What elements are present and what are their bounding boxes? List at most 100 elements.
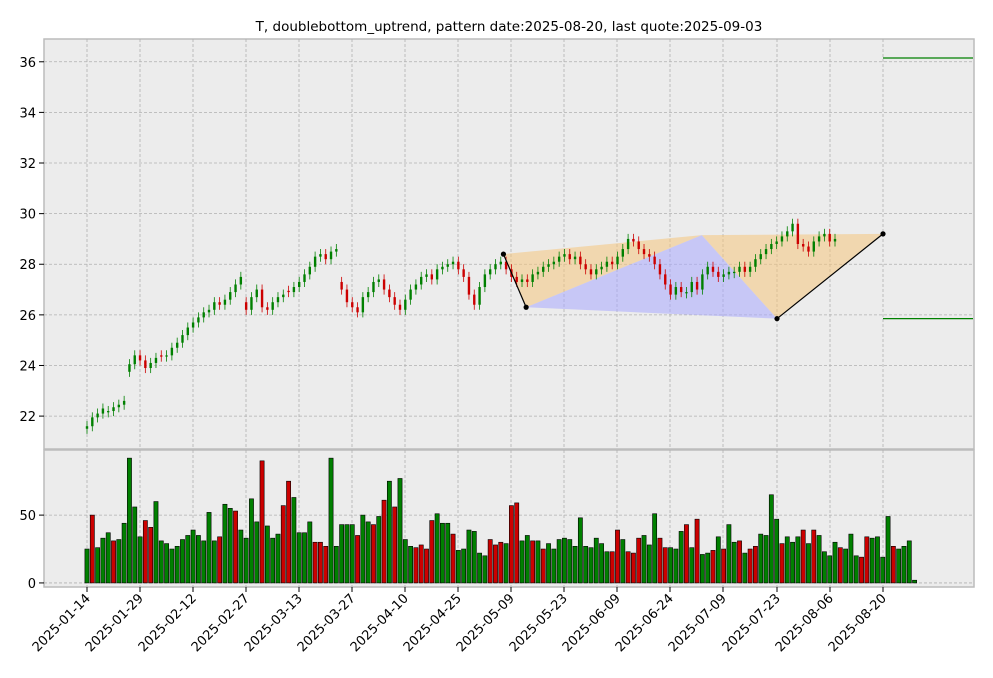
volume-bar xyxy=(853,555,859,584)
volume-bar xyxy=(609,551,615,584)
candle-body xyxy=(234,284,237,293)
volume-bar xyxy=(312,541,318,584)
volume-bar xyxy=(848,533,854,584)
volume-bar xyxy=(137,536,143,584)
volume-bar xyxy=(641,535,647,584)
volume-bar xyxy=(657,537,663,584)
volume-bar xyxy=(869,537,875,584)
candle-body xyxy=(600,266,603,270)
pattern-point xyxy=(880,231,886,237)
candle-body xyxy=(754,259,757,267)
candle-body xyxy=(276,297,280,303)
candle-body xyxy=(801,244,805,247)
candle-body xyxy=(398,304,402,310)
candle-body xyxy=(451,261,455,265)
candle-body xyxy=(271,302,274,310)
volume-bar xyxy=(264,525,270,584)
volume-bar xyxy=(482,555,488,584)
candle-body xyxy=(706,266,709,275)
candle-body xyxy=(414,284,418,290)
candle-body xyxy=(303,274,306,282)
candle-body xyxy=(154,357,158,363)
volume-bar xyxy=(116,539,122,584)
pattern-line-right xyxy=(776,233,884,320)
volume-bar xyxy=(105,532,111,584)
volume-bar xyxy=(132,506,138,584)
candle-body xyxy=(770,244,773,250)
candle-body xyxy=(91,417,94,427)
candle-body xyxy=(733,271,736,274)
candle-body xyxy=(542,266,545,272)
volume-bar xyxy=(402,539,408,584)
candle-body xyxy=(467,276,471,295)
volume-bar xyxy=(843,548,849,584)
candle-body xyxy=(191,322,195,328)
volume-bar xyxy=(599,543,604,584)
candle-body xyxy=(361,297,365,313)
volume-bar xyxy=(731,541,737,584)
volume-bar xyxy=(360,514,366,584)
candle-body xyxy=(138,355,142,361)
volume-bar xyxy=(180,539,185,584)
candle-body xyxy=(722,274,725,277)
volume-bar xyxy=(668,547,673,584)
candle-body xyxy=(552,261,556,265)
candle-body xyxy=(605,261,609,267)
candle-body xyxy=(107,411,110,413)
volume-bars xyxy=(84,457,917,584)
volume-bar xyxy=(270,537,276,584)
candle-body xyxy=(515,276,518,282)
candle-body xyxy=(324,254,327,260)
volume-bar xyxy=(280,505,286,584)
volume-bar xyxy=(556,539,562,584)
volume-bar xyxy=(84,548,90,584)
volume-bar xyxy=(158,540,164,584)
candle-body xyxy=(122,400,126,405)
volume-bar xyxy=(477,552,482,584)
volume-bar xyxy=(466,529,472,584)
volume-bar xyxy=(795,536,801,584)
candle-body xyxy=(282,294,285,298)
volume-bar xyxy=(620,539,626,584)
candle-body xyxy=(791,223,794,232)
pattern-line-left xyxy=(502,253,527,308)
volume-y-tick-label: 50 xyxy=(19,509,36,524)
volume-bar xyxy=(530,540,536,584)
candle-body xyxy=(255,289,258,298)
candle-body xyxy=(547,264,550,267)
candle-body xyxy=(473,294,476,305)
volume-bar xyxy=(238,529,244,584)
volume-bar xyxy=(742,552,748,584)
volume-bar xyxy=(185,535,191,584)
volume-bar xyxy=(524,535,530,584)
volume-bar xyxy=(339,524,345,584)
candle-body xyxy=(335,249,338,252)
volume-bar xyxy=(493,544,498,584)
candle-body xyxy=(775,241,778,244)
volume-bar xyxy=(164,543,169,584)
candle-body xyxy=(313,256,317,267)
volume-bar xyxy=(790,541,795,584)
volume-bar xyxy=(880,556,886,584)
volume-bar xyxy=(737,540,742,584)
volume-bar xyxy=(254,521,260,584)
price-y-tick-label: 26 xyxy=(19,309,36,324)
volume-bar xyxy=(227,508,233,584)
volume-bar xyxy=(461,548,467,584)
volume-bar xyxy=(217,536,223,584)
volume-bar xyxy=(593,537,599,584)
candle-body xyxy=(144,360,147,369)
volume-bar xyxy=(726,524,732,584)
volume-bar xyxy=(371,524,376,584)
candle-body xyxy=(186,327,189,336)
volume-bar xyxy=(296,532,302,584)
volume-bar xyxy=(328,457,334,584)
candle-body xyxy=(260,289,264,308)
pattern-right-band xyxy=(701,233,883,319)
candle-body xyxy=(520,279,524,282)
price-y-tick-label: 30 xyxy=(19,208,36,223)
candle-body xyxy=(748,266,752,272)
volume-bar xyxy=(753,546,758,584)
candle-body xyxy=(610,261,614,265)
volume-bar xyxy=(153,501,159,584)
